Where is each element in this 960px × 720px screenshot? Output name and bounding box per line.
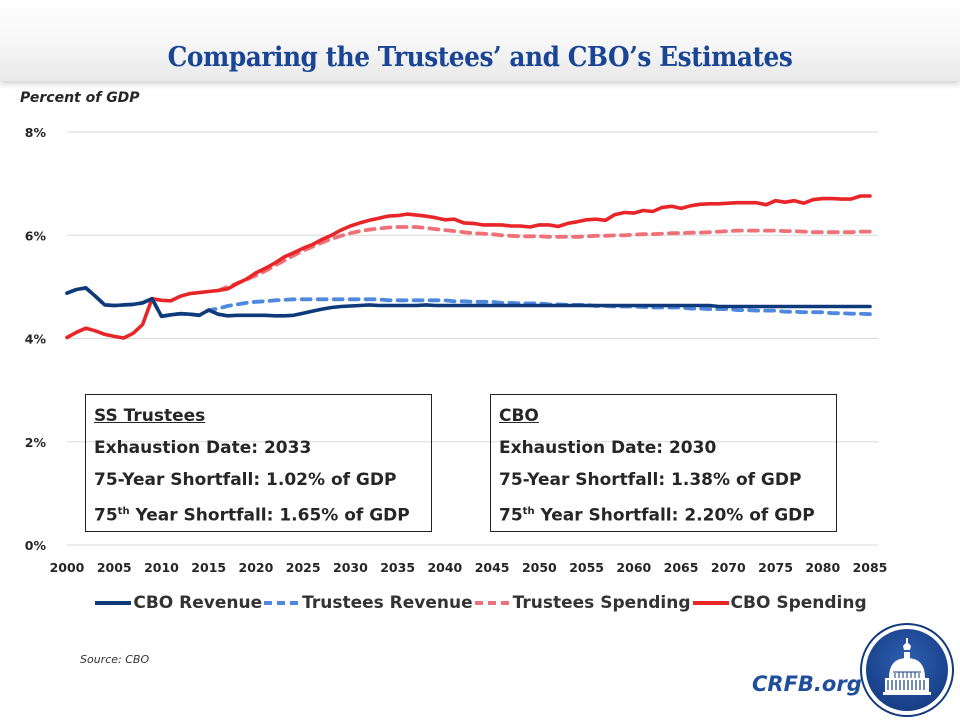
legend-label: CBO Revenue <box>133 593 263 613</box>
x-tick-label: 2040 <box>427 560 462 575</box>
trustees-75-year-shortfall: 75-Year Shortfall: 1.02% of GDP <box>94 470 397 490</box>
chart-legend: CBO Revenue Trustees Revenue Trustees Spen… <box>0 593 960 613</box>
trustees-exhaustion-date: Exhaustion Date: 2033 <box>94 438 312 458</box>
x-tick-label: 2010 <box>144 560 179 575</box>
legend-item: Trustees Revenue <box>262 593 473 613</box>
header-band <box>0 0 960 81</box>
x-tick-label: 2000 <box>50 560 85 575</box>
y-tick-label: 2% <box>25 435 47 450</box>
page-title: Comparing the Trustees’ and CBO’s Estima… <box>167 42 793 73</box>
x-tick-label: 2055 <box>569 560 604 575</box>
cbo-exhaustion-date: Exhaustion Date: 2030 <box>499 438 717 458</box>
x-tick-labels: 2000 2005 2010 2015 2020 2025 2030 2035 2040 2045… <box>50 560 888 575</box>
shortfall-text: Year Shortfall: 2.20% of GDP <box>534 505 815 526</box>
y-tick-label: 4% <box>25 332 47 347</box>
x-tick-label: 2080 <box>805 560 840 575</box>
legend-item: CBO Spending <box>691 593 867 613</box>
x-tick-label: 2025 <box>286 560 321 575</box>
x-tick-label: 2065 <box>664 560 699 575</box>
legend-label: Trustees Revenue <box>302 593 473 613</box>
legend-swatch-icon <box>264 601 301 605</box>
cbo-summary-box: CBO Exhaustion Date: 2030 75-Year Shortf… <box>490 394 837 532</box>
x-tick-label: 2060 <box>616 560 651 575</box>
x-tick-label: 2030 <box>333 560 368 575</box>
legend-swatch-icon <box>474 601 511 605</box>
ordinal-number: 75 <box>499 505 523 526</box>
y-tick-label: 6% <box>25 228 47 243</box>
y-tick-labels: 0% 2% 4% 6% 8% <box>25 125 47 553</box>
ordinal-number: 75 <box>94 505 118 526</box>
series-line-trustees-revenue <box>65 285 872 319</box>
ordinal-suffix: th <box>117 506 130 517</box>
x-tick-label: 2045 <box>475 560 510 575</box>
trustees-75th-year-shortfall: 75th Year Shortfall: 1.65% of GDP <box>94 496 431 532</box>
y-tick-label: 8% <box>25 125 47 140</box>
x-tick-label: 2035 <box>380 560 415 575</box>
x-tick-label: 2020 <box>239 560 274 575</box>
legend-swatch-icon <box>692 601 729 605</box>
crfb-brand-link[interactable]: CRFB.org <box>752 672 862 696</box>
legend-label: CBO Spending <box>730 593 867 613</box>
cbo-75th-year-shortfall: 75th Year Shortfall: 2.20% of GDP <box>499 496 836 532</box>
trustees-box-heading: SS Trustees <box>94 406 206 426</box>
x-tick-label: 2050 <box>522 560 557 575</box>
series-lines <box>65 194 872 340</box>
trustees-summary-box: SS Trustees Exhaustion Date: 2033 75-Yea… <box>85 394 432 532</box>
legend-swatch-icon <box>95 601 132 605</box>
series-line-trustees-spending <box>216 225 872 293</box>
x-tick-label: 2015 <box>191 560 226 575</box>
cbo-75-year-shortfall: 75-Year Shortfall: 1.38% of GDP <box>499 470 802 490</box>
cbo-box-heading: CBO <box>499 406 539 426</box>
series-line-cbo-revenue <box>65 286 872 319</box>
y-tick-label: 0% <box>25 538 47 553</box>
legend-item: CBO Revenue <box>93 593 262 613</box>
legend-item: Trustees Spending <box>473 593 691 613</box>
series-line-cbo-spending <box>65 194 872 340</box>
ordinal-suffix: th <box>522 506 535 517</box>
gridlines <box>67 131 878 546</box>
x-tick-label: 2070 <box>711 560 746 575</box>
x-tick-label: 2005 <box>97 560 132 575</box>
capitol-dome-logo-icon <box>860 623 954 717</box>
x-tick-label: 2075 <box>758 560 793 575</box>
shortfall-text: Year Shortfall: 1.65% of GDP <box>129 505 410 526</box>
y-axis-label: Percent of GDP <box>20 90 140 106</box>
x-tick-label: 2085 <box>853 560 888 575</box>
legend-label: Trustees Spending <box>512 593 691 613</box>
source-note: Source: CBO <box>80 653 150 666</box>
